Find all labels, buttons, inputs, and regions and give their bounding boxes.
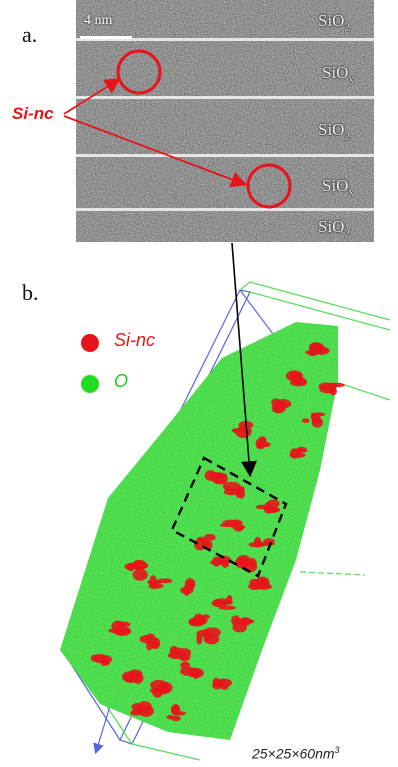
sinc-cluster	[229, 519, 243, 526]
sinc-cluster	[234, 618, 252, 624]
link-arrow	[231, 242, 257, 478]
layer-separator	[76, 96, 374, 99]
sinc-cluster	[150, 637, 161, 650]
sinc-cluster	[253, 540, 263, 547]
sinc-cluster	[146, 639, 153, 651]
sinc-cluster	[132, 568, 148, 581]
sinc-circle-bottom	[246, 163, 292, 209]
sinc-cluster	[231, 428, 240, 433]
sinc-cluster	[196, 633, 203, 645]
sinc-circle-top	[116, 49, 162, 95]
layer-separator	[76, 154, 374, 157]
sinc-cluster	[301, 418, 310, 423]
sinc-callout-label: Si-nc	[12, 104, 54, 123]
sinc-cluster	[223, 488, 240, 496]
sinc-cluster	[310, 413, 318, 421]
layer-label-siox-2: SiOx	[322, 176, 354, 199]
layer-label-sio2-2: SiO2	[318, 120, 350, 143]
sinc-callout-arrows	[63, 78, 248, 188]
legend-dot-sinc	[81, 334, 99, 352]
selection-box	[170, 456, 288, 578]
sinc-cluster	[203, 627, 221, 638]
sinc-cluster	[226, 595, 233, 605]
sinc-cluster	[274, 402, 282, 412]
sinc-clusters	[90, 342, 345, 722]
sinc-cluster	[157, 578, 173, 584]
volume-dimensions: 25×25×60nm3	[252, 745, 340, 762]
sinc-cluster	[329, 387, 337, 396]
sinc-cluster	[203, 533, 216, 541]
sinc-cluster	[318, 382, 334, 390]
layer-label-sio2-3: SiO2	[318, 217, 350, 240]
scale-bar-label: 4 nm	[84, 13, 113, 28]
sinc-cluster	[166, 714, 175, 720]
sinc-cluster	[263, 506, 280, 514]
panel-b-label: b.	[22, 280, 39, 305]
layer-separator	[76, 38, 374, 41]
sinc-cluster	[204, 470, 217, 481]
sinc-cluster	[188, 667, 196, 678]
sinc-cluster	[170, 704, 181, 716]
sinc-cluster	[234, 525, 244, 532]
sinc-cluster	[127, 672, 136, 679]
layer-separator	[76, 208, 374, 211]
sinc-cluster	[124, 563, 137, 570]
layer-label-siox-1: SiOx	[322, 63, 354, 86]
sinc-cluster	[123, 674, 139, 683]
sinc-cluster	[212, 680, 222, 690]
sinc-cluster	[131, 703, 143, 711]
sinc-cluster	[93, 653, 108, 664]
sinc-cluster	[180, 661, 190, 670]
sinc-cluster	[267, 499, 280, 509]
sinc-cluster	[294, 373, 303, 383]
sinc-cluster	[215, 557, 228, 566]
sinc-cluster	[289, 452, 306, 458]
panel-a-label: a.	[22, 22, 38, 47]
sinc-cluster	[193, 613, 204, 623]
tem-image	[76, 0, 374, 242]
sinc-cluster	[150, 679, 168, 691]
legend-label-o: O	[114, 371, 129, 391]
sinc-cluster	[238, 425, 247, 430]
sinc-cluster	[309, 342, 323, 354]
sinc-cluster	[255, 438, 263, 449]
scale-bar	[80, 36, 132, 39]
sinc-cluster	[254, 583, 273, 590]
sinc-cluster	[214, 472, 228, 479]
sinc-cluster	[148, 582, 160, 590]
layer-label-sio2-1: SiO2	[318, 11, 350, 34]
sinc-cluster	[131, 708, 144, 714]
sinc-cluster	[263, 538, 275, 545]
sinc-cluster	[138, 705, 154, 717]
legend-dot-o	[81, 375, 99, 393]
sinc-cluster	[171, 647, 184, 655]
legend-label-sinc: Si-nc	[114, 330, 156, 350]
sinc-cluster	[255, 504, 268, 510]
sinc-cluster	[180, 586, 194, 595]
sinc-cluster	[111, 620, 125, 633]
